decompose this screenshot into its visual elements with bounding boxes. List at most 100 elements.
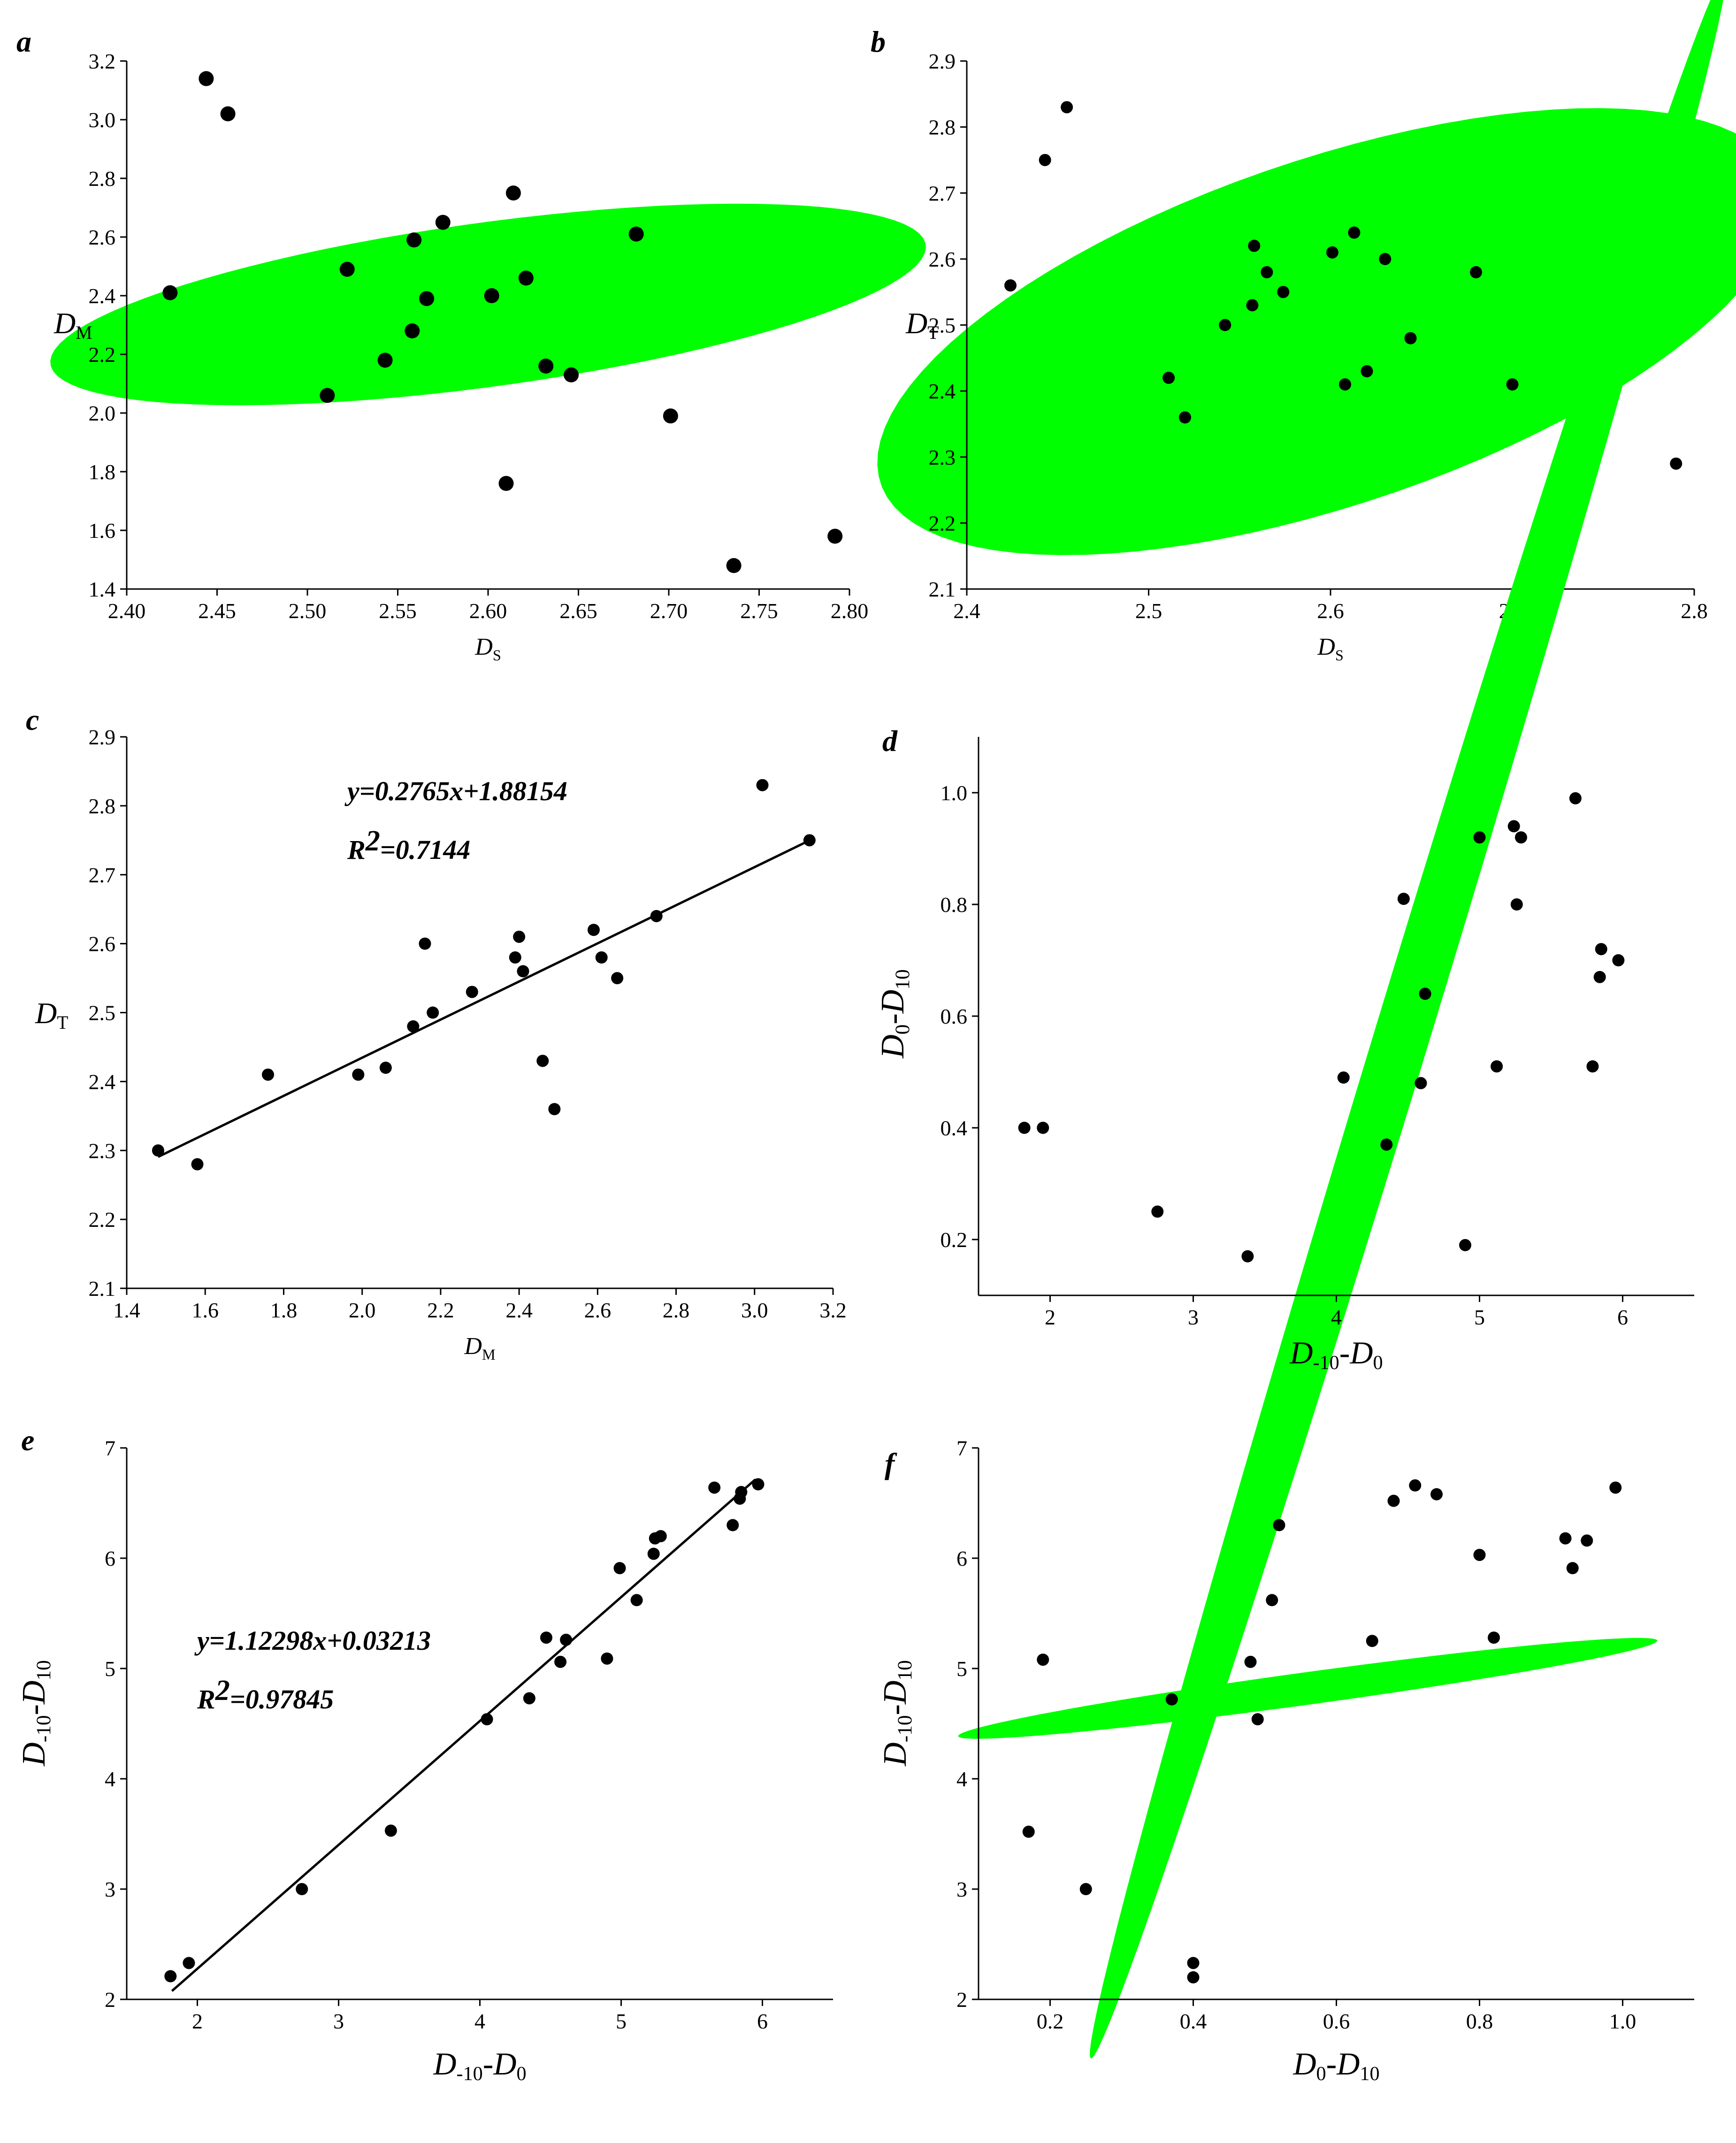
r-squared-value: =0.7144 bbox=[380, 834, 471, 865]
x-tick-label: 2.55 bbox=[379, 599, 417, 623]
data-point bbox=[419, 291, 435, 306]
x-tick-label: 3.0 bbox=[741, 1298, 768, 1322]
y-tick-label: 2.3 bbox=[929, 445, 956, 469]
data-point bbox=[162, 285, 178, 300]
data-point bbox=[1244, 1655, 1257, 1668]
y-tick-label: 1.6 bbox=[89, 519, 116, 543]
x-tick-label: 4 bbox=[474, 2009, 485, 2033]
data-point bbox=[1488, 1631, 1500, 1644]
x-axis-title-main: D bbox=[1289, 1335, 1313, 1370]
x-axis-title-sub: S bbox=[1335, 647, 1344, 664]
x-axis-title-main: D bbox=[433, 2046, 456, 2082]
y-axis-title-sub2: 10 bbox=[894, 1660, 916, 1680]
y-tick-label: 7 bbox=[956, 1436, 967, 1460]
x-axis-title-sub: S bbox=[493, 647, 501, 664]
x-axis-title-main2: -D bbox=[483, 2046, 517, 2082]
data-point bbox=[548, 1103, 561, 1116]
data-point bbox=[1022, 1825, 1035, 1838]
data-point bbox=[1387, 1494, 1400, 1507]
y-axis-title: DT bbox=[35, 996, 68, 1033]
y-tick-label: 3.0 bbox=[89, 108, 116, 132]
x-axis-title: D-10-D0 bbox=[433, 2046, 526, 2085]
data-point bbox=[1277, 286, 1290, 298]
y-tick-label: 2.6 bbox=[929, 247, 956, 271]
ellipse-b bbox=[877, 108, 1736, 555]
y-tick-label: 2.2 bbox=[89, 343, 116, 367]
y-axis-title-main2: -D bbox=[877, 1681, 913, 1715]
y-tick-label: 7 bbox=[105, 1436, 115, 1460]
y-tick-label: 2.1 bbox=[89, 1277, 116, 1301]
data-point bbox=[1366, 1635, 1378, 1647]
data-point bbox=[262, 1068, 274, 1081]
r-squared-label: R2=0.97845 bbox=[197, 1675, 334, 1714]
x-tick-label: 2.5 bbox=[1135, 599, 1162, 623]
data-point bbox=[352, 1068, 365, 1081]
data-point bbox=[630, 1594, 643, 1607]
x-tick-label: 2.80 bbox=[831, 599, 869, 623]
data-point bbox=[296, 1883, 308, 1895]
x-tick-label: 6 bbox=[1617, 1305, 1628, 1329]
data-point bbox=[727, 1519, 739, 1531]
y-tick-label: 2.4 bbox=[89, 1070, 116, 1094]
data-point bbox=[377, 352, 393, 368]
y-axis-title-sub: T bbox=[927, 322, 939, 343]
data-point bbox=[538, 359, 554, 374]
data-point bbox=[1348, 226, 1361, 239]
y-tick-label: 2.3 bbox=[89, 1139, 116, 1163]
panel-label: d bbox=[882, 724, 898, 758]
x-tick-label: 2.70 bbox=[650, 599, 688, 623]
x-tick-label: 3 bbox=[333, 2009, 344, 2033]
data-point bbox=[379, 1062, 392, 1074]
data-point bbox=[1246, 299, 1259, 312]
x-axis-title-main: D bbox=[1317, 634, 1335, 660]
x-tick-label: 6 bbox=[757, 2009, 768, 2033]
y-axis-title: D-10-D10 bbox=[16, 1660, 55, 1767]
y-tick-label: 1.8 bbox=[89, 460, 116, 484]
y-axis-title-sub2: 10 bbox=[891, 969, 914, 989]
y-tick-label: 2.6 bbox=[89, 932, 116, 956]
data-point bbox=[1473, 1548, 1486, 1561]
data-point bbox=[407, 1020, 420, 1033]
y-axis-title-sub: -10 bbox=[32, 1715, 55, 1742]
data-point bbox=[1339, 378, 1351, 391]
y-axis-title: D-10-D10 bbox=[877, 1660, 916, 1767]
data-point bbox=[406, 232, 422, 248]
data-point bbox=[650, 910, 663, 922]
data-point bbox=[466, 986, 478, 998]
x-tick-label: 2.0 bbox=[349, 1298, 376, 1322]
data-point bbox=[595, 951, 608, 964]
data-point bbox=[1419, 987, 1431, 1000]
data-point bbox=[498, 476, 514, 491]
y-tick-label: 1.4 bbox=[89, 577, 116, 601]
data-point bbox=[827, 528, 843, 544]
x-tick-label: 1.6 bbox=[191, 1298, 219, 1322]
y-axis-title-main: D bbox=[877, 1742, 913, 1767]
r-squared-label: R2=0.7144 bbox=[347, 825, 470, 865]
data-point bbox=[1593, 971, 1606, 983]
x-axis-title-main: D bbox=[464, 1333, 482, 1360]
x-tick-label: 2.60 bbox=[469, 599, 507, 623]
r-squared-sup: 2 bbox=[365, 825, 380, 857]
y-tick-label: 2.9 bbox=[89, 725, 116, 749]
data-point bbox=[752, 1478, 765, 1491]
y-axis-title-main2: -D bbox=[875, 990, 911, 1025]
panel-label: e bbox=[21, 1424, 34, 1457]
y-tick-label: 2.6 bbox=[89, 225, 116, 249]
y-tick-label: 1.0 bbox=[941, 781, 968, 805]
y-tick-label: 2.2 bbox=[929, 511, 956, 535]
y-tick-label: 5 bbox=[105, 1657, 115, 1681]
x-tick-label: 0.2 bbox=[1037, 2009, 1064, 2033]
data-point bbox=[1326, 246, 1338, 259]
panel-label: b bbox=[871, 25, 886, 58]
y-tick-label: 2.5 bbox=[89, 1001, 116, 1025]
x-tick-label: 0.8 bbox=[1466, 2009, 1493, 2033]
data-point bbox=[1397, 893, 1410, 905]
panel-c: 1.4 1.6 1.8 2.0 2.2 2.4 2.6 2.8 3.0 3.2 2.1 2.2 2.3 2… bbox=[26, 703, 847, 1363]
data-point bbox=[1415, 1077, 1427, 1089]
x-tick-label: 2.8 bbox=[663, 1298, 690, 1322]
y-axis-title: D0-D10 bbox=[875, 969, 914, 1059]
data-point bbox=[1380, 1138, 1393, 1151]
data-point bbox=[554, 1655, 567, 1668]
